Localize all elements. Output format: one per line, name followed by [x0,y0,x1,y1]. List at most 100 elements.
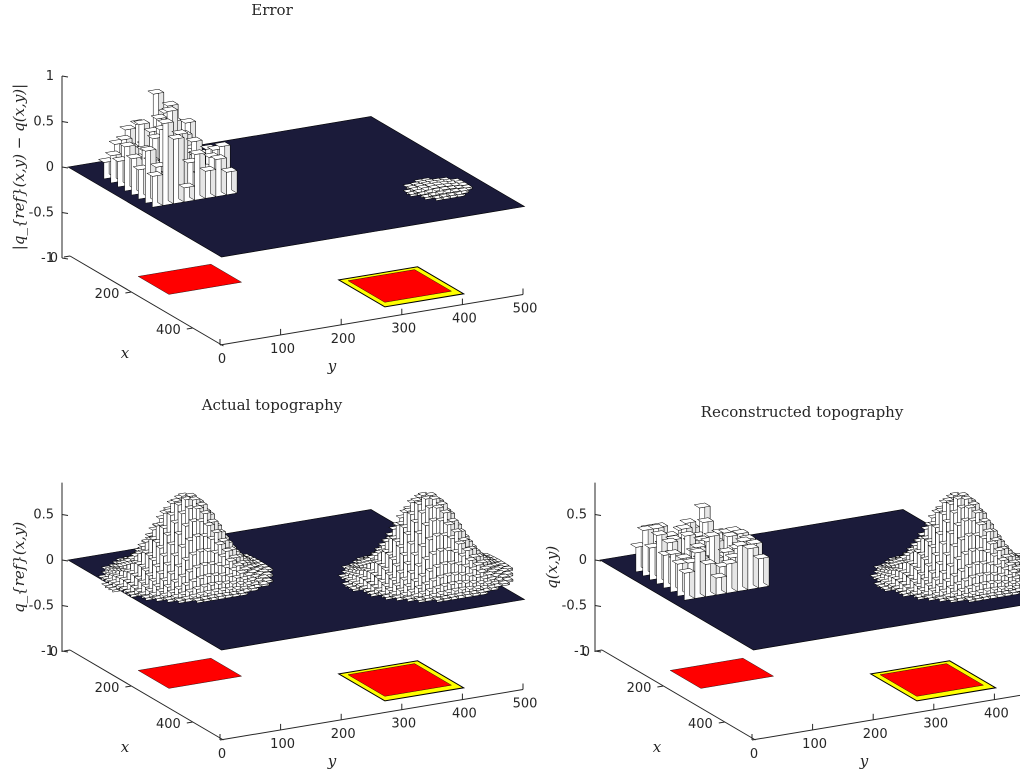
error-column [689,567,696,599]
y-axis-label: y [859,752,869,770]
error-column [178,133,185,203]
error-column [147,88,165,95]
x-tick-label: 200 [95,287,120,302]
error-column [132,119,151,125]
obstacle-red-patch [347,269,453,303]
hill-column [217,537,230,542]
y-tick-label: 0 [218,747,226,762]
z-tick-mark [61,650,69,653]
y-tick-label: 400 [452,312,477,327]
title: Error [251,1,293,19]
error-column [115,134,133,141]
z-tick-mark [61,75,69,78]
reconstructed-topography-plot: Reconstructed topography 0.50-0.5-1q(x,y… [543,403,1020,770]
y-axis-label: y [327,752,337,770]
hill-column [191,505,205,510]
y-tick-label: 200 [331,727,356,742]
z-tick-mark [61,559,69,562]
error-column [188,149,207,155]
hill-column [232,562,245,567]
z-tick-label: 0 [46,553,54,568]
y-tick-label: 200 [863,727,888,742]
x-axis-line [69,649,224,741]
error-column [161,100,179,107]
x-tick-mark [125,291,132,294]
hill-column [188,496,201,501]
y-tick-label: 200 [331,332,356,347]
error-column [167,134,185,140]
z-tick-label: 0 [46,160,54,175]
x-axis-label: x [121,344,130,362]
x-tick-label: 400 [688,717,713,732]
obstacle-red-patch [669,657,775,689]
hill-column [428,495,441,500]
hill-column [213,541,227,546]
hill-column [235,569,249,574]
hill-column [206,518,219,523]
y-axis-label: y [327,357,337,375]
z-tick-label: 0.5 [566,508,587,523]
y-tick-label: 100 [802,737,827,752]
hill-column [228,554,241,559]
z-tick-label: -0.5 [29,206,54,221]
z-axis-label: |q_{ref}(x,y) − q(x,y)| [10,84,28,250]
z-axis-label: q_{ref}(x,y) [10,522,28,613]
obstacle-red-patch [137,657,243,689]
error-column [156,118,175,124]
y-tick-label: 300 [391,322,416,337]
error-column [118,141,136,148]
x-tick-mark [63,649,71,652]
z-tick-mark [61,257,69,260]
x-axis-line [69,255,224,347]
error-column [213,141,231,148]
hill-column [210,529,223,534]
obstacle-red-patch [137,263,243,295]
hill-column [224,557,238,562]
hill-column [257,581,271,585]
x-tick-label: 400 [156,323,181,338]
z-tick-mark [594,514,602,516]
x-axis-label: x [121,738,130,756]
x-tick-label: 0 [50,645,58,660]
error-column [199,149,206,199]
hill-column [195,501,208,506]
error-column [763,553,770,587]
hill-column [261,571,274,576]
y-tick-label: 0 [750,747,758,762]
x-tick-label: 200 [95,681,120,696]
z-axis-label: q(x,y) [543,546,561,589]
z-tick-label: 1 [46,69,54,84]
x-tick-mark [657,685,664,688]
x-tick-label: 0 [582,645,590,660]
error-column [178,118,197,124]
x-tick-mark [718,721,725,724]
y-tick-label: 100 [270,342,295,357]
error-column [210,165,217,198]
hill-column [184,492,197,497]
title: Reconstructed topography [701,403,904,421]
hill-column [199,510,212,515]
error-column [209,154,228,160]
hill-column [424,492,437,497]
error-column [139,146,157,152]
z-tick-label: -0.5 [562,599,587,614]
error-plot: Error 1 0.5 0 -0.5 -1 |q_{ref}(x,y) − q(x,y)|… [10,1,537,375]
x-tick-mark [595,649,603,652]
y-tick-label: 500 [513,697,538,712]
z-tick-label: 0 [579,553,587,568]
x-tick-label: 400 [156,717,181,732]
x-tick-mark [186,327,193,330]
y-tick-label: 400 [452,707,477,722]
error-column [185,136,203,143]
x-tick-label: 0 [50,251,58,266]
error-column [752,543,759,589]
z-tick-label: -1 [41,251,54,266]
z-tick-mark [61,514,69,516]
hill-column [202,522,216,526]
y-tick-label: 100 [270,737,295,752]
y-tick-label: 0 [218,352,226,367]
hill-column [221,547,234,552]
z-tick-label: 0.5 [33,115,54,130]
error-column [699,547,706,598]
